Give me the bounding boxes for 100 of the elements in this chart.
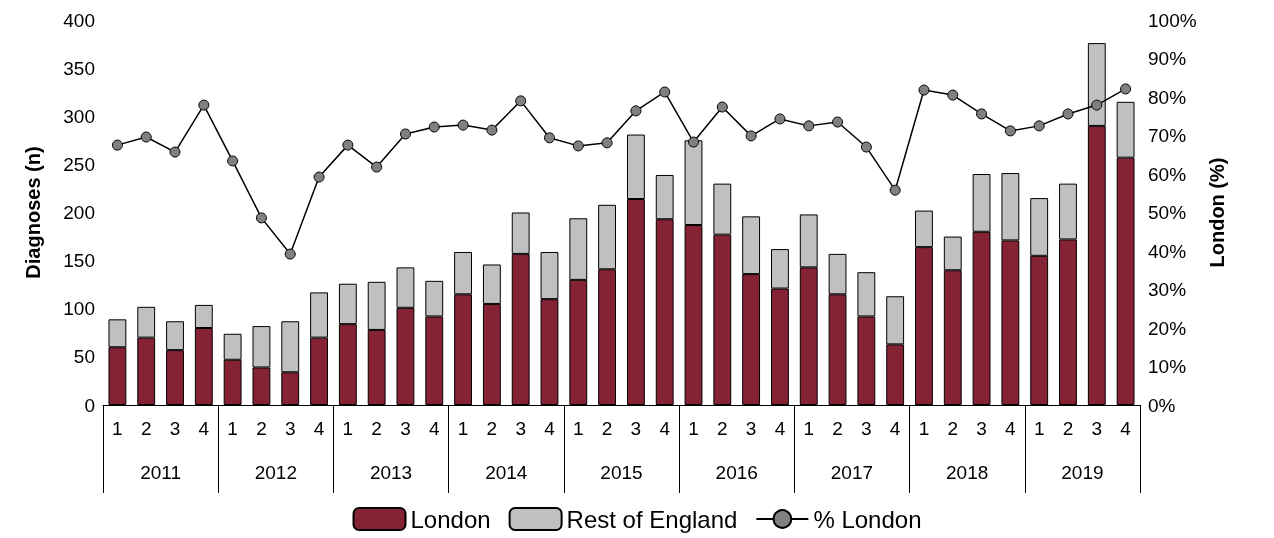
text: 2012: [254, 462, 297, 483]
point: [544, 132, 555, 144]
y-tick-label: 200: [63, 202, 95, 223]
y2-axis-title: London (%): [1206, 157, 1229, 268]
point: [832, 116, 844, 128]
y2-tick-label: 50%: [1148, 202, 1187, 223]
x-tick-label: 2: [832, 418, 843, 439]
y-tick-label: 400: [63, 9, 95, 31]
y2-tick-label: 30%: [1148, 279, 1187, 300]
x-tick-label: 4: [1120, 418, 1132, 439]
x-tick-label: 1: [803, 418, 815, 439]
x-tick-label: 3: [400, 418, 411, 439]
point: [688, 136, 700, 148]
point: [515, 95, 527, 107]
y-tick-label: 100: [63, 298, 95, 320]
point: [399, 128, 411, 140]
x-tick-label: 3: [169, 418, 181, 439]
point: [227, 155, 239, 167]
point: [313, 171, 325, 183]
point: [428, 121, 440, 133]
text: 2015: [600, 462, 643, 483]
point: [111, 139, 123, 151]
y-tick-label: 50: [73, 346, 95, 368]
point: [1120, 83, 1132, 95]
point: [716, 101, 728, 113]
x-tick-label: 2: [256, 418, 267, 439]
text: 2014: [485, 462, 528, 483]
text: 2019: [1061, 462, 1104, 483]
x-tick-label: 3: [284, 418, 296, 439]
point: [803, 120, 815, 132]
legend-label: Rest of England: [566, 505, 738, 533]
x-tick-label: 4: [774, 418, 786, 439]
y-tick-label: 350: [63, 57, 95, 79]
y2-tick-label: 40%: [1148, 240, 1187, 262]
legend-label: % London: [813, 505, 922, 533]
point: [601, 137, 613, 149]
x-tick-label: 2: [947, 418, 959, 439]
x-tick-label: 1: [227, 418, 238, 439]
point: [745, 130, 757, 142]
x-tick-label: 1: [342, 418, 354, 439]
point: [1091, 99, 1103, 111]
x-tick-label: 4: [544, 418, 556, 439]
y2-tick-label: 10%: [1148, 356, 1187, 377]
x-tick-label: 1: [918, 418, 930, 439]
point: [889, 184, 901, 196]
x-tick-label: 2: [717, 418, 728, 439]
point: [1062, 108, 1074, 120]
point: [284, 248, 296, 260]
x-tick-label: 1: [112, 418, 123, 439]
point: [976, 108, 988, 120]
y-tick-label: 250: [63, 153, 95, 175]
point: [486, 124, 498, 136]
y2-tick-label: 80%: [1148, 86, 1187, 108]
point: [630, 105, 642, 117]
y2-tick-label: 20%: [1148, 317, 1187, 339]
text: 2011: [140, 462, 182, 483]
text: 2018: [946, 462, 989, 483]
x-tick-label: 3: [1091, 418, 1103, 439]
x-tick-label: 2: [486, 418, 498, 439]
y-axis-title: Diagnoses (n): [22, 146, 44, 279]
x-tick-label: 2: [1062, 418, 1074, 439]
point: [140, 131, 152, 143]
y2-tick-label: 0%: [1148, 394, 1176, 416]
x-tick-label: 3: [515, 418, 526, 439]
point: [371, 161, 383, 173]
point: [198, 99, 210, 111]
point: [457, 119, 469, 131]
point: [918, 84, 930, 96]
point: [860, 141, 872, 153]
point: [169, 146, 181, 158]
x-tick-label: 1: [573, 418, 584, 439]
x-tick-label: 3: [976, 418, 987, 439]
x-tick-label: 3: [861, 418, 872, 439]
point: [342, 139, 354, 151]
legend-label: London: [410, 505, 491, 533]
y2-tick-label: 100%: [1148, 9, 1197, 31]
y2-tick-label: 90%: [1148, 48, 1187, 69]
x-tick-label: 4: [313, 418, 325, 439]
point: [774, 113, 786, 125]
x-tick-label: 4: [198, 418, 210, 439]
x-tick-label: 4: [1005, 418, 1017, 439]
y-tick-label: 150: [63, 250, 95, 272]
x-tick-label: 1: [457, 418, 469, 439]
x-tick-label: 3: [745, 418, 757, 439]
text: 2016: [715, 462, 758, 483]
x-tick-label: 4: [889, 418, 901, 439]
text: 2017: [830, 462, 874, 483]
point: [1004, 125, 1016, 137]
point: [255, 212, 267, 224]
x-tick-label: 2: [601, 418, 613, 439]
x-tick-label: 1: [1033, 418, 1045, 439]
x-tick-label: 4: [428, 418, 440, 439]
x-tick-label: 2: [140, 418, 152, 439]
y2-tick-label: 60%: [1148, 163, 1187, 185]
point: [572, 140, 584, 152]
x-tick-label: 2: [371, 418, 382, 439]
point: [947, 89, 959, 101]
point: [659, 86, 671, 98]
x-tick-label: 4: [659, 418, 671, 439]
x-tick-label: 1: [688, 418, 699, 439]
